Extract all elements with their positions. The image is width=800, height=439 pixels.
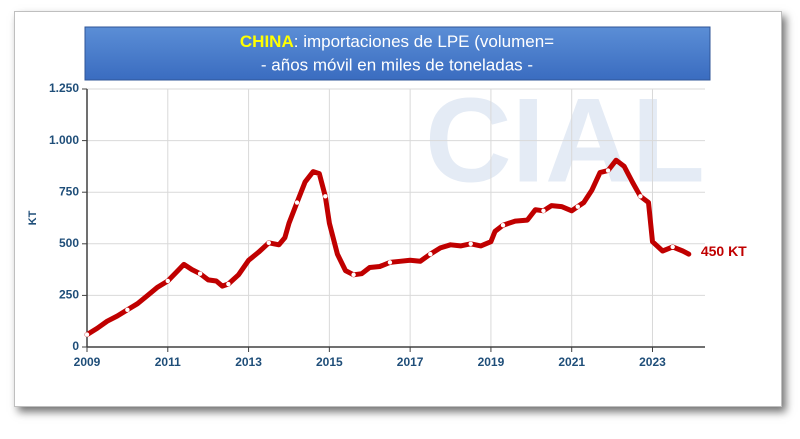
title-highlight: CHINA	[240, 32, 294, 51]
y-tick-label: 0	[72, 339, 79, 353]
chart-title: CHINA: importaciones de LPE (volumen=	[240, 32, 554, 51]
x-tick-label: 2011	[155, 355, 181, 369]
title-box	[84, 26, 711, 81]
x-tick-label: 2015	[316, 355, 343, 369]
data-point	[575, 204, 580, 209]
data-point	[323, 194, 328, 199]
y-tick-label: 250	[59, 288, 79, 302]
title-text: : importaciones de LPE (volumen=	[294, 32, 554, 51]
data-point	[468, 241, 473, 246]
data-point	[266, 240, 271, 245]
x-tick-label: 2023	[639, 355, 666, 369]
y-tick-label: 1.250	[49, 81, 79, 95]
y-tick-label: 500	[59, 236, 79, 250]
data-point	[351, 272, 356, 277]
data-point	[226, 281, 231, 287]
x-tick-label: 2021	[558, 355, 585, 369]
x-tick-label: 2009	[74, 355, 101, 369]
data-point	[638, 194, 643, 199]
y-tick-label: 750	[59, 184, 79, 198]
data-point	[387, 260, 393, 265]
end-annotation: 450 KT	[701, 243, 747, 259]
data-point	[294, 200, 300, 205]
data-point	[605, 168, 611, 173]
data-point	[165, 278, 170, 284]
data-point	[541, 208, 546, 213]
data-point	[84, 332, 90, 337]
x-tick-label: 2013	[235, 355, 262, 369]
data-point	[125, 307, 130, 313]
data-line	[84, 157, 692, 338]
x-tick-label: 2019	[478, 355, 505, 369]
x-tick-label: 2017	[397, 355, 424, 369]
data-point	[500, 223, 506, 228]
data-point	[197, 271, 203, 276]
data-point	[428, 251, 433, 257]
chart-subtitle: - años móvil en miles de toneladas -	[261, 55, 533, 74]
y-axis-label: KT	[27, 210, 39, 225]
y-tick-label: 1.000	[49, 133, 79, 147]
data-point	[670, 244, 675, 250]
